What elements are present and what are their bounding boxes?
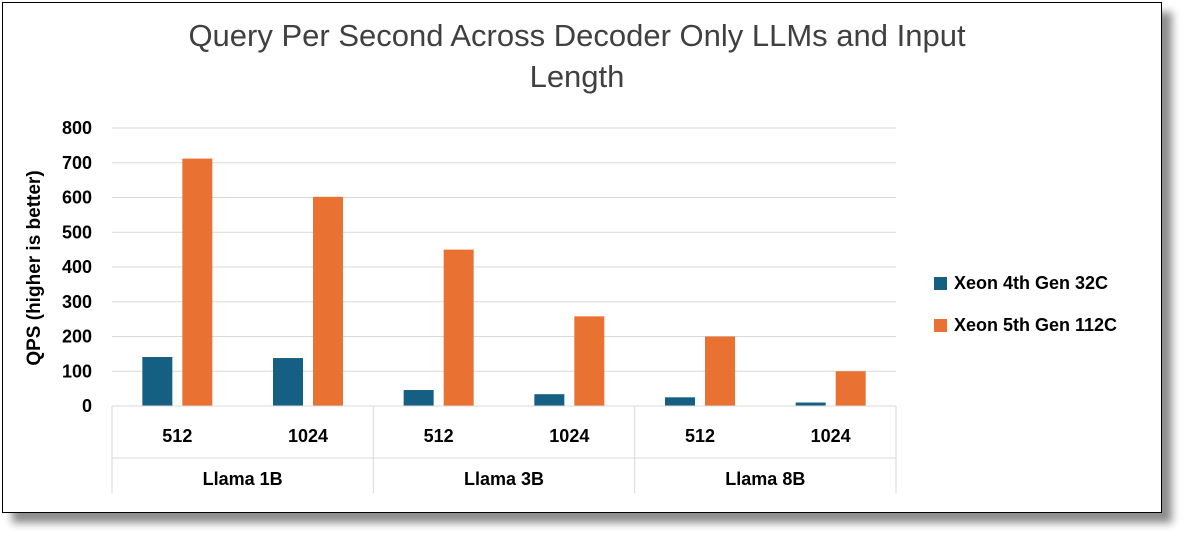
bar: [665, 397, 695, 406]
bar: [313, 196, 343, 406]
y-tick-label: 300: [62, 292, 92, 312]
legend-swatch: [934, 277, 947, 290]
bar: [705, 336, 735, 406]
y-tick-label: 800: [62, 118, 92, 138]
y-tick-label: 100: [62, 361, 92, 381]
x-tick-label: 512: [685, 426, 715, 446]
legend: Xeon 4th Gen 32C Xeon 5th Gen 112C: [934, 273, 1117, 335]
bar: [574, 316, 605, 406]
x-axis: 512 1024 512 1024 512 1024 Llama 1B Llama 3B Lla…: [111, 405, 897, 493]
y-tick-label: 400: [62, 257, 92, 277]
bars: [142, 158, 866, 406]
x-tick-label: 512: [162, 426, 192, 446]
x-group-label: Llama 1B: [203, 469, 283, 489]
bar: [795, 402, 826, 406]
y-tick-label: 500: [62, 222, 92, 242]
y-tick-label: 200: [62, 327, 92, 347]
chart-title-line-2: Length: [530, 59, 625, 94]
chart-title-line-1: Query Per Second Across Decoder Only LLM…: [188, 18, 966, 53]
x-tick-label: 1024: [288, 426, 328, 446]
bar: [142, 357, 173, 406]
bar: [835, 371, 866, 406]
legend-swatch: [934, 319, 947, 332]
legend-label: Xeon 4th Gen 32C: [954, 273, 1108, 293]
x-tick-label: 1024: [549, 426, 589, 446]
x-group-label: Llama 3B: [464, 469, 544, 489]
y-axis-label: QPS (higher is better): [24, 170, 45, 365]
y-tick-labels: 0 100 200 300 400 500 600 700 800: [62, 118, 92, 416]
bar: [273, 358, 303, 406]
y-tick-label: 0: [82, 396, 92, 416]
bar: [403, 390, 434, 406]
y-tick-label: 600: [62, 188, 92, 208]
gridlines: [112, 127, 896, 372]
legend-label: Xeon 5th Gen 112C: [954, 315, 1117, 335]
x-tick-label: 512: [424, 426, 454, 446]
bar: [534, 394, 565, 406]
x-group-label: Llama 8B: [725, 469, 805, 489]
x-tick-label: 1024: [811, 426, 851, 446]
y-tick-label: 700: [62, 153, 92, 173]
bar: [182, 158, 213, 406]
bar: [443, 249, 474, 406]
